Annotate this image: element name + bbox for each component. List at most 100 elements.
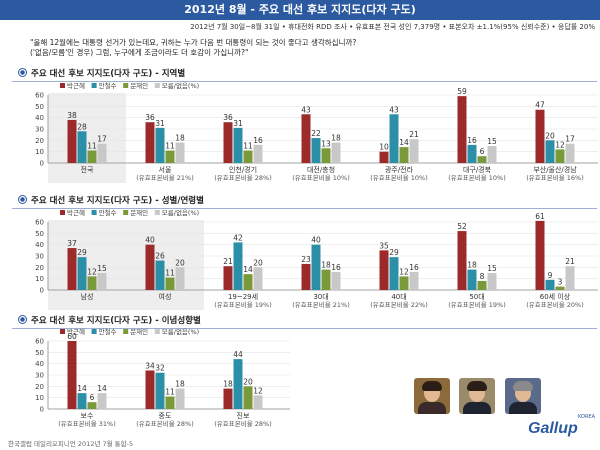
y-tick-label: 50 [35, 103, 44, 111]
bar [77, 257, 87, 290]
y-tick-label: 50 [35, 349, 44, 357]
y-tick-label: 30 [35, 253, 44, 261]
data-label: 60 [67, 332, 77, 341]
category-sublabel: (유효표본비율 31%) [58, 419, 115, 428]
legend-label: 박근혜 [67, 327, 85, 336]
data-label: 40 [311, 236, 321, 245]
data-label: 18 [331, 134, 341, 143]
data-label: 36 [145, 113, 155, 122]
data-label: 22 [311, 129, 321, 138]
legend-swatch [91, 210, 97, 215]
bar [389, 114, 399, 163]
data-label: 11 [165, 142, 175, 151]
y-tick-label: 10 [35, 148, 44, 156]
bar [467, 269, 477, 290]
bar [301, 114, 311, 163]
bar [379, 250, 389, 290]
bar [457, 96, 467, 163]
question-line-2: ('없음/모름'인 경우) 그럼, 누구에게 조금이라도 더 호감이 가십니까?… [30, 48, 249, 57]
legend-label: 안철수 [99, 208, 117, 217]
data-label: 61 [535, 212, 545, 221]
data-label: 20 [545, 131, 555, 140]
legend-swatch [123, 83, 129, 88]
footer-source: 한국갤럽 데일리오피니언 2012년 7월 통합-5 [8, 440, 134, 448]
data-label: 8 [480, 272, 485, 281]
data-label: 43 [389, 105, 399, 114]
data-label: 32 [155, 364, 165, 373]
bar [253, 267, 263, 290]
candidate-photo-park [414, 378, 450, 414]
legend-swatch [60, 210, 65, 215]
bar [87, 276, 97, 290]
data-label: 59 [457, 87, 467, 96]
data-label: 16 [409, 263, 419, 272]
legend-swatch [91, 329, 97, 334]
legend-label: 안철수 [99, 81, 117, 90]
bar [233, 242, 243, 290]
bar [545, 140, 555, 163]
legend-swatch [123, 329, 129, 334]
data-label: 12 [253, 386, 263, 395]
bar [477, 156, 487, 163]
category-label: 60세 이상 [540, 292, 571, 301]
data-label: 37 [67, 239, 77, 248]
section-divider [12, 208, 597, 209]
data-label: 47 [535, 101, 545, 110]
data-label: 43 [301, 105, 311, 114]
bar [145, 122, 155, 163]
y-tick-label: 20 [35, 383, 44, 391]
category-sublabel: (유효표본비율 21%) [136, 173, 193, 182]
bar [321, 269, 331, 290]
section-divider [12, 328, 597, 329]
category-label: 진보 [237, 411, 250, 420]
bar [175, 267, 185, 290]
category-label: 중도 [159, 412, 172, 420]
survey-info: 2012년 7월 30일~8월 31일 • 휴대전화 RDD 조사 • 유효표본… [190, 23, 595, 31]
bullet-icon [18, 68, 27, 77]
bar [399, 276, 409, 290]
bar [399, 147, 409, 163]
bar [457, 231, 467, 290]
legend-swatch [154, 329, 160, 334]
category-sublabel: (유효표본비율 16%) [526, 173, 583, 182]
y-tick-label: 60 [35, 219, 44, 227]
bar [545, 279, 555, 290]
y-tick-label: 0 [40, 287, 44, 295]
data-label: 20 [253, 258, 263, 267]
bullet-icon [18, 195, 27, 204]
data-label: 14 [243, 265, 253, 274]
data-label: 18 [321, 261, 331, 270]
category-label: 광주/전라 [385, 165, 414, 174]
data-label: 20 [175, 258, 185, 267]
y-tick-label: 50 [35, 230, 44, 238]
data-label: 44 [233, 350, 243, 359]
bar [321, 148, 331, 163]
logo-korea: KOREA [578, 414, 595, 420]
data-label: 3 [558, 278, 563, 287]
category-label: 남성 [81, 292, 94, 301]
data-label: 20 [243, 377, 253, 386]
data-label: 29 [77, 248, 87, 257]
question-line-1: "올해 12월에는 대통령 선거가 있는데요, 귀하는 누가 다음 번 대통령이… [30, 38, 357, 47]
data-label: 16 [467, 136, 477, 145]
y-tick-label: 40 [35, 241, 44, 249]
bar [77, 131, 87, 163]
y-tick-label: 0 [40, 160, 44, 168]
legend-label: 모름/없음(%) [162, 209, 199, 217]
category-label: 여성 [159, 292, 172, 301]
data-label: 18 [223, 380, 233, 389]
bar [165, 277, 175, 290]
bar [87, 150, 97, 163]
data-label: 11 [87, 142, 97, 151]
bar [535, 220, 545, 290]
bar [77, 393, 87, 409]
data-label: 6 [90, 393, 95, 402]
highlight-group-bg [126, 220, 204, 310]
category-label: 인천/경기 [229, 165, 257, 174]
bar [331, 271, 341, 290]
category-sublabel: (유효표본비율 21%) [292, 300, 349, 309]
y-tick-label: 30 [35, 126, 44, 134]
data-label: 29 [389, 248, 399, 257]
bar [301, 263, 311, 290]
